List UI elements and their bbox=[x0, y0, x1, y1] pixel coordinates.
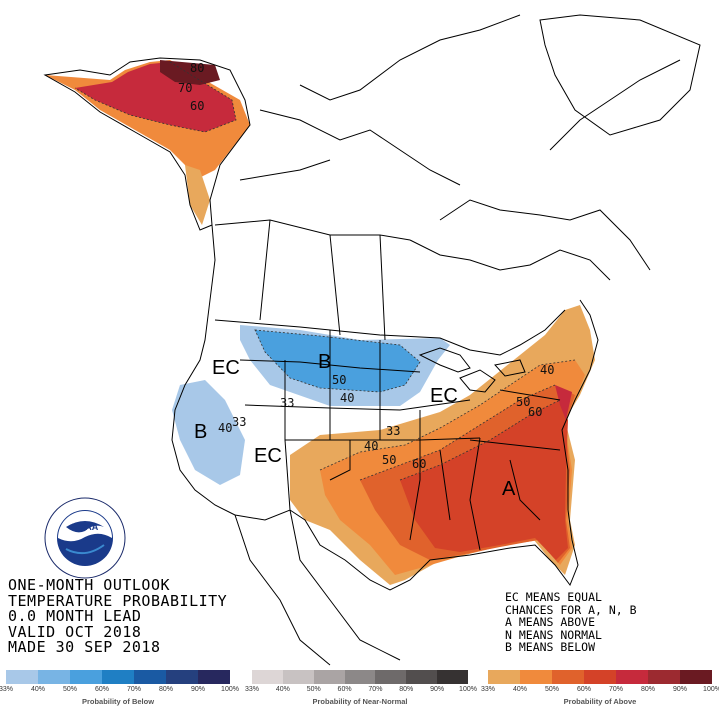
colorbar-tick-label: 50% bbox=[306, 686, 321, 693]
colorbar-swatch bbox=[6, 670, 38, 684]
colorbar-tick-label: 40% bbox=[275, 686, 290, 693]
colorbar-tick-label: 90% bbox=[190, 686, 206, 693]
colorbar-near-normal-caption: Probability of Near-Normal bbox=[312, 697, 408, 706]
contour-label: 50 bbox=[382, 453, 396, 467]
title-line: TEMPERATURE PROBABILITY bbox=[8, 591, 228, 610]
colorbar-swatch bbox=[252, 670, 283, 684]
colorbar-swatch bbox=[680, 670, 712, 684]
alaska-above-region bbox=[45, 60, 250, 225]
noaa-logo-text: NOAA bbox=[72, 522, 99, 532]
noaa-logo: NOAA bbox=[44, 497, 126, 579]
contour-label: 70 bbox=[178, 81, 192, 95]
colorbar-swatch bbox=[38, 670, 70, 684]
above-label-southeast: A bbox=[502, 478, 516, 500]
colorbar-below-ticks: 33% 40% 50% 60% 70% 80% 90% 100% bbox=[0, 686, 239, 696]
contour-label: 40 bbox=[364, 439, 378, 453]
outlook-title-block: ONE-MONTH OUTLOOK TEMPERATURE PROBABILIT… bbox=[8, 576, 228, 656]
colorbar-swatch bbox=[584, 670, 616, 684]
probability-contours bbox=[74, 61, 576, 481]
colorbar-swatch bbox=[70, 670, 102, 684]
colorbar-tick-label: 40% bbox=[512, 686, 528, 693]
colorbar-tick-label: 80% bbox=[399, 686, 414, 693]
colorbar-swatch bbox=[166, 670, 198, 684]
colorbar-swatch bbox=[552, 670, 584, 684]
legend-line: B MEANS BELOW bbox=[505, 640, 596, 654]
ec-label-west: EC bbox=[212, 357, 240, 379]
contour-label: 80 bbox=[190, 61, 204, 75]
contour-label: 40 bbox=[540, 363, 554, 377]
colorbar-swatch bbox=[134, 670, 166, 684]
colorbar-swatch bbox=[406, 670, 438, 684]
colorbar-tick-label: 100% bbox=[221, 686, 239, 693]
below-label-north: B bbox=[318, 351, 331, 373]
contour-label: 33 bbox=[232, 415, 246, 429]
below-label-west: B bbox=[194, 421, 207, 443]
contour-label: 40 bbox=[218, 421, 232, 435]
contour-label: 60 bbox=[412, 457, 426, 471]
colorbar-below-caption: Probability of Below bbox=[81, 697, 155, 706]
colorbar-swatch bbox=[344, 670, 376, 684]
colorbar-above bbox=[488, 670, 712, 684]
colorbar-tick-label: 80% bbox=[158, 686, 174, 693]
contour-label: 33 bbox=[280, 396, 294, 410]
colorbar-tick-label: 60% bbox=[94, 686, 110, 693]
colorbar-above-ticks: 33% 40% 50% 60% 70% 80% 90% 100% bbox=[481, 686, 719, 696]
colorbar-tick-label: 50% bbox=[62, 686, 78, 693]
colorbar-tick-label: 33% bbox=[244, 686, 260, 693]
colorbar-tick-label: 90% bbox=[672, 686, 688, 693]
legend-explanation: EC MEANS EQUAL CHANCES FOR A, N, B A MEA… bbox=[505, 591, 637, 654]
contour-label: 60 bbox=[190, 99, 204, 113]
contour-label: 33 bbox=[386, 424, 400, 438]
outlook-map: EC EC EC B B A 80 70 60 50 40 33 40 33 3… bbox=[43, 14, 701, 666]
colorbar-swatch bbox=[282, 670, 314, 684]
colorbar-swatch bbox=[520, 670, 552, 684]
colorbar-swatch bbox=[375, 670, 407, 684]
title-line: 0.0 MONTH LEAD bbox=[8, 607, 142, 625]
title-line: VALID OCT 2018 bbox=[8, 622, 142, 641]
northern-plains-below-region bbox=[240, 325, 450, 406]
colorbar-tick-label: 60% bbox=[337, 686, 352, 693]
contour-label: 40 bbox=[340, 391, 354, 405]
colorbar-tick-label: 100% bbox=[703, 686, 719, 693]
colorbar-above-caption: Probability of Above bbox=[563, 697, 637, 706]
legend-line: N MEANS NORMAL bbox=[505, 627, 602, 642]
colorbar-tick-label: 100% bbox=[459, 686, 477, 693]
colorbar-tick-label: 80% bbox=[640, 686, 656, 693]
colorbar-tick-label: 33% bbox=[480, 686, 496, 693]
colorbar-near-normal-ticks: 33% 40% 50% 60% 70% 80% 90% 100% bbox=[245, 686, 477, 696]
colorbar-tick-label: 60% bbox=[576, 686, 592, 693]
colorbar-swatch bbox=[437, 670, 469, 684]
colorbar-tick-label: 70% bbox=[126, 686, 142, 693]
contour-label: 50 bbox=[516, 395, 530, 409]
colorbar-swatch bbox=[102, 670, 134, 684]
colorbar-tick-label: 33% bbox=[0, 686, 14, 693]
colorbar-below bbox=[6, 670, 230, 684]
legend-line: CHANCES FOR A, N, B bbox=[505, 602, 637, 617]
west-below-region bbox=[172, 380, 245, 485]
title-line: ONE-MONTH OUTLOOK bbox=[8, 576, 171, 594]
title-line: MADE 30 SEP 2018 bbox=[8, 638, 161, 656]
colorbar-near-normal bbox=[252, 670, 469, 684]
ec-label-southwest: EC bbox=[254, 445, 282, 467]
legend-line: EC MEANS EQUAL bbox=[505, 590, 602, 604]
ec-label-greatlakes: EC bbox=[430, 385, 458, 407]
legend-line: A MEANS ABOVE bbox=[505, 615, 596, 629]
colorbar-swatch bbox=[648, 670, 680, 684]
contour-label: 60 bbox=[528, 405, 542, 419]
colorbar-tick-label: 40% bbox=[30, 686, 46, 693]
colorbar-tick-label: 50% bbox=[544, 686, 560, 693]
contour-label: 50 bbox=[332, 373, 346, 387]
colorbar-swatch bbox=[488, 670, 520, 684]
colorbar-tick-label: 70% bbox=[368, 686, 383, 693]
colorbar-tick-label: 70% bbox=[608, 686, 624, 693]
geographic-boundaries bbox=[43, 14, 701, 666]
colorbar-tick-label: 90% bbox=[430, 686, 445, 693]
colorbar-swatch bbox=[616, 670, 648, 684]
colorbar-swatch bbox=[313, 670, 345, 684]
colorbar-swatch bbox=[198, 670, 230, 684]
